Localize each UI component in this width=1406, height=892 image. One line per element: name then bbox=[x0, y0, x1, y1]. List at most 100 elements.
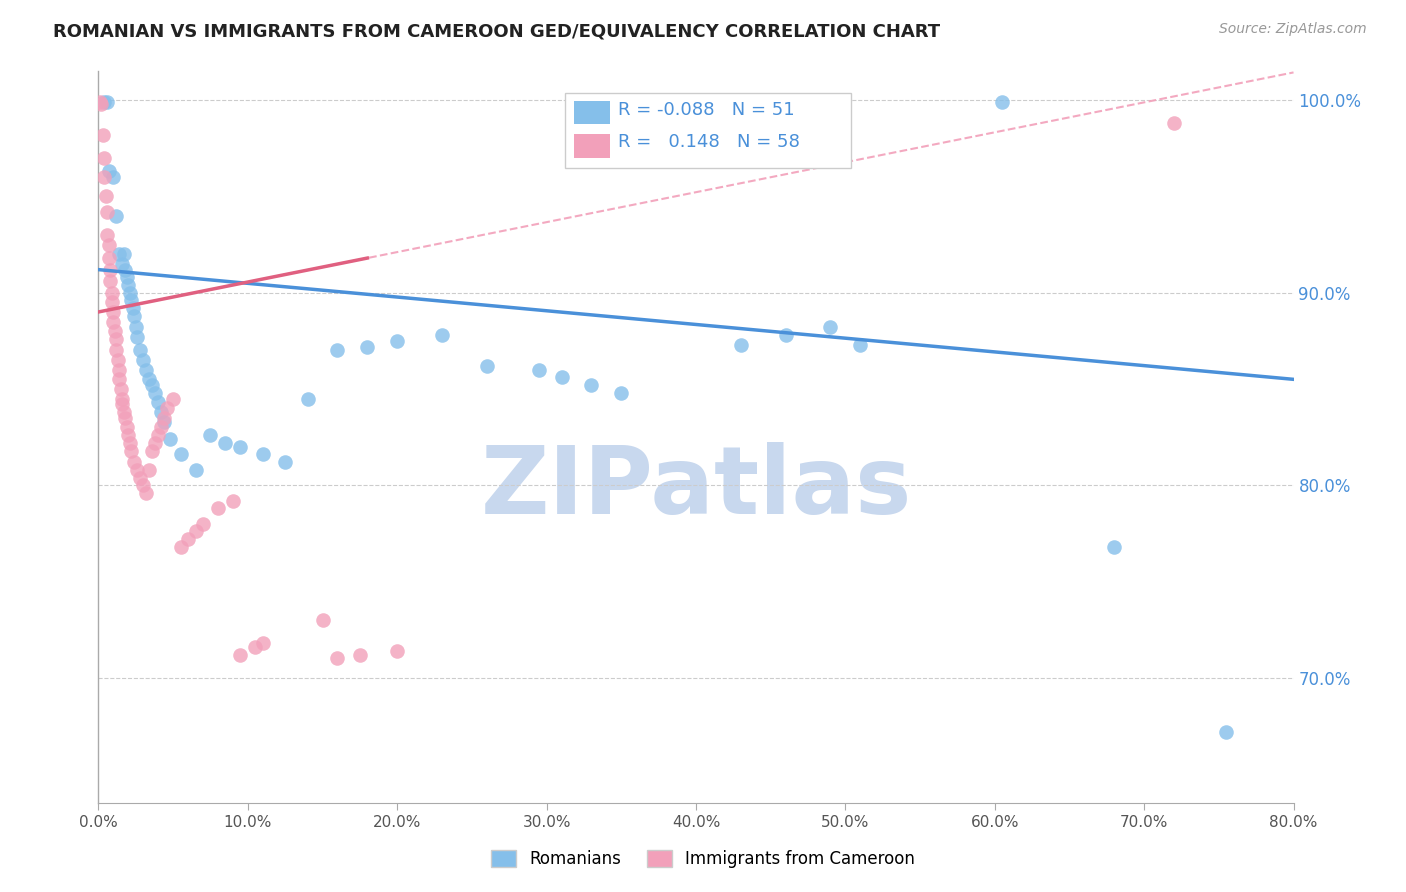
Point bbox=[229, 440, 252, 454]
Text: ROMANIAN VS IMMIGRANTS FROM CAMEROON GED/EQUIVALENCY CORRELATION CHART: ROMANIAN VS IMMIGRANTS FROM CAMEROON GED… bbox=[53, 22, 941, 40]
Point bbox=[98, 262, 122, 277]
Point bbox=[111, 397, 134, 411]
Point bbox=[820, 320, 842, 334]
Point bbox=[156, 401, 179, 416]
Point bbox=[125, 320, 148, 334]
Point bbox=[356, 340, 378, 354]
Point bbox=[97, 164, 120, 178]
Point bbox=[96, 205, 118, 219]
Point bbox=[214, 435, 236, 450]
Point bbox=[229, 648, 252, 662]
Point bbox=[1215, 724, 1237, 739]
Text: R =   0.148   N = 58: R = 0.148 N = 58 bbox=[619, 133, 800, 151]
Point bbox=[114, 262, 136, 277]
Point bbox=[117, 428, 139, 442]
Point bbox=[191, 516, 214, 531]
Point bbox=[143, 385, 166, 400]
Point bbox=[150, 420, 173, 434]
Point bbox=[475, 359, 498, 373]
Point bbox=[97, 251, 120, 265]
Point bbox=[274, 455, 297, 469]
Point bbox=[104, 324, 127, 338]
Point bbox=[93, 151, 115, 165]
Point bbox=[96, 95, 118, 110]
Point bbox=[150, 405, 173, 419]
Point bbox=[108, 247, 131, 261]
Point bbox=[127, 463, 149, 477]
Point bbox=[184, 463, 207, 477]
Point bbox=[148, 395, 170, 409]
Point bbox=[118, 285, 141, 300]
Point bbox=[252, 636, 274, 650]
Text: Source: ZipAtlas.com: Source: ZipAtlas.com bbox=[1219, 22, 1367, 37]
Point bbox=[169, 447, 191, 461]
Point bbox=[138, 372, 160, 386]
Point bbox=[108, 372, 131, 386]
Point bbox=[252, 447, 274, 461]
Point bbox=[121, 301, 143, 315]
Point bbox=[115, 420, 138, 434]
Point bbox=[108, 362, 131, 376]
Point bbox=[101, 285, 124, 300]
Point bbox=[127, 330, 149, 344]
Point bbox=[1163, 116, 1185, 130]
Point bbox=[93, 170, 115, 185]
Point bbox=[105, 343, 128, 358]
Point bbox=[112, 405, 135, 419]
Point bbox=[112, 247, 135, 261]
Point bbox=[1104, 540, 1126, 554]
Point bbox=[103, 305, 125, 319]
Point bbox=[91, 128, 114, 142]
Point bbox=[120, 293, 142, 308]
Point bbox=[326, 343, 349, 358]
Point bbox=[111, 257, 134, 271]
Point bbox=[98, 274, 122, 288]
Point bbox=[132, 353, 155, 368]
Point bbox=[311, 613, 333, 627]
Point bbox=[103, 315, 125, 329]
Point bbox=[90, 97, 112, 112]
Point bbox=[94, 189, 117, 203]
Point bbox=[107, 353, 129, 368]
FancyBboxPatch shape bbox=[574, 135, 610, 158]
Point bbox=[153, 410, 176, 425]
Point bbox=[97, 237, 120, 252]
Point bbox=[200, 428, 222, 442]
Point bbox=[385, 334, 409, 348]
Point bbox=[991, 95, 1014, 110]
Point bbox=[132, 478, 155, 492]
Point bbox=[775, 328, 797, 343]
Point bbox=[129, 343, 152, 358]
Point bbox=[385, 644, 409, 658]
Point bbox=[527, 362, 550, 376]
Point bbox=[96, 227, 118, 242]
Point bbox=[153, 415, 176, 429]
Point bbox=[117, 278, 139, 293]
Point bbox=[610, 385, 633, 400]
Legend: Romanians, Immigrants from Cameroon: Romanians, Immigrants from Cameroon bbox=[485, 843, 921, 875]
Point bbox=[135, 486, 157, 500]
Point bbox=[207, 501, 229, 516]
Point bbox=[101, 295, 124, 310]
Point bbox=[115, 270, 138, 285]
Point bbox=[326, 651, 349, 665]
Point bbox=[138, 463, 160, 477]
Point bbox=[581, 378, 603, 392]
Text: ZIPatlas: ZIPatlas bbox=[481, 442, 911, 534]
Point bbox=[143, 435, 166, 450]
Point bbox=[124, 455, 146, 469]
Point bbox=[148, 428, 170, 442]
Point bbox=[118, 435, 141, 450]
Point bbox=[297, 392, 319, 406]
Point bbox=[89, 95, 111, 110]
Point bbox=[245, 640, 267, 654]
Point bbox=[129, 470, 152, 484]
Point bbox=[141, 378, 163, 392]
Point bbox=[159, 432, 181, 446]
Point bbox=[730, 337, 752, 351]
Point bbox=[103, 170, 125, 185]
Point bbox=[105, 332, 128, 346]
Point bbox=[849, 337, 872, 351]
Point bbox=[177, 532, 200, 546]
Point bbox=[162, 392, 184, 406]
